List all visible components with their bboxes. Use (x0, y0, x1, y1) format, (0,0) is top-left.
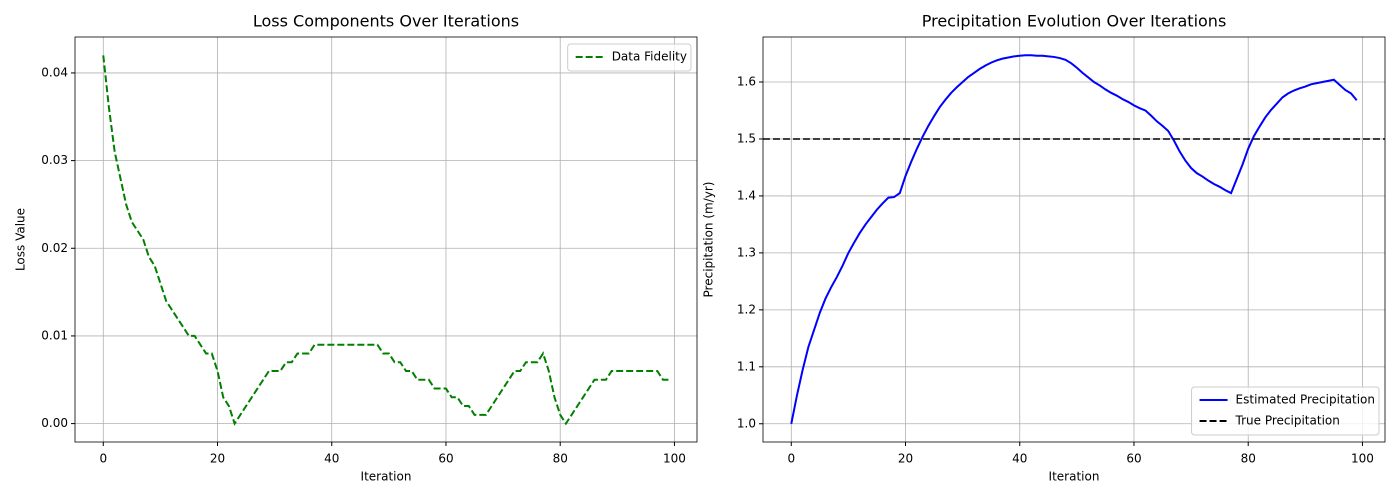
plot-frame (762, 36, 1386, 443)
y-tick-label: 0.02 (41, 241, 68, 255)
chart-title: Precipitation Evolution Over Iterations (922, 12, 1227, 31)
y-tick-label: 1.5 (737, 131, 756, 145)
legend-label: Estimated Precipitation (1236, 393, 1375, 407)
y-tick-label: 1.2 (737, 302, 756, 316)
x-tick-label: 40 (324, 452, 339, 466)
legend-label: Data Fidelity (612, 50, 687, 64)
x-tick-label: 60 (438, 452, 453, 466)
y-tick-label: 0.04 (41, 65, 68, 79)
x-tick-label: 80 (1241, 452, 1256, 466)
x-tick-label: 0 (787, 452, 795, 466)
y-tick-label: 1.0 (737, 416, 756, 430)
x-tick-label: 0 (99, 452, 107, 466)
data-line (102, 55, 669, 426)
x-axis-label: Iteration (361, 470, 412, 484)
y-tick-label: 0.01 (41, 328, 68, 342)
plot-frame (74, 36, 698, 443)
y-tick-label: 1.4 (737, 188, 756, 202)
x-tick-label: 100 (663, 452, 686, 466)
x-tick-label: 20 (898, 452, 913, 466)
x-tick-label: 100 (1351, 452, 1374, 466)
y-tick-label: 1.3 (737, 245, 756, 259)
legend: Estimated Precipitation True Precipitatio… (1191, 386, 1380, 436)
legend-label: True Precipitation (1235, 414, 1340, 428)
chart: Loss Components Over Iterations Iteration… (14, 12, 698, 484)
legend: Data Fidelity (567, 43, 692, 72)
y-tick-label: 0.03 (41, 153, 68, 167)
x-axis-label: Iteration (1049, 470, 1100, 484)
chart: Precipitation Evolution Over Iterations I… (702, 12, 1386, 484)
x-tick-label: 80 (553, 452, 568, 466)
x-tick-label: 40 (1012, 452, 1027, 466)
legend-box (567, 43, 692, 72)
y-tick-label: 0.00 (41, 416, 68, 430)
x-tick-label: 20 (210, 452, 225, 466)
legend-box (1191, 386, 1380, 436)
data-line (790, 54, 1358, 424)
chart-title: Loss Components Over Iterations (253, 12, 519, 31)
y-axis-label: Loss Value (14, 208, 28, 271)
y-axis-label: Precipitation (m/yr) (702, 182, 716, 298)
y-tick-label: 1.1 (737, 359, 756, 373)
x-tick-label: 60 (1126, 452, 1141, 466)
y-tick-label: 1.6 (737, 75, 756, 89)
